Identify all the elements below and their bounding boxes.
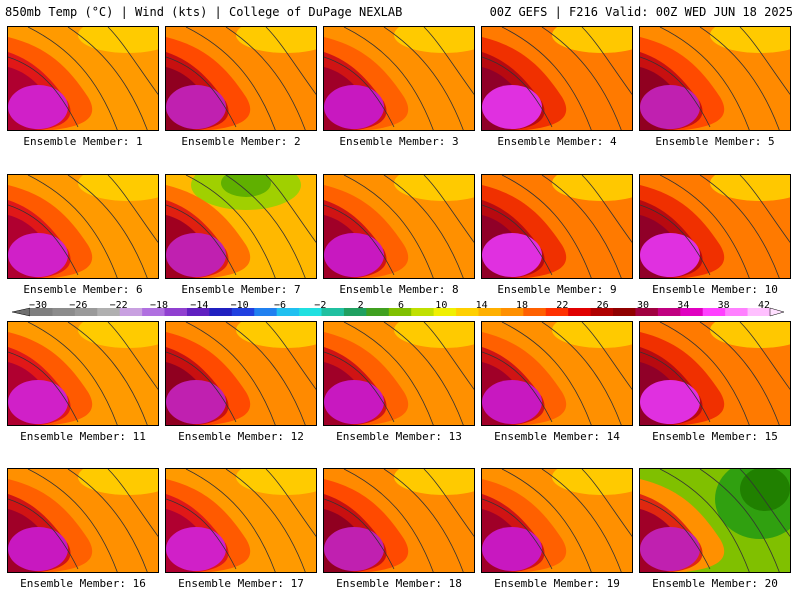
- ensemble-member-label: Ensemble Member: 3: [339, 135, 459, 148]
- ensemble-member-label: Ensemble Member: 11: [20, 430, 146, 443]
- ensemble-member-label: Ensemble Member: 15: [652, 430, 778, 443]
- colorbar-swatch: [680, 308, 704, 316]
- ensemble-member-map: [165, 468, 317, 573]
- colorbar-swatch: [433, 308, 457, 316]
- colorbar-swatch: [231, 308, 255, 316]
- ensemble-member-map: [639, 26, 791, 131]
- colorbar-tick: 18: [515, 300, 529, 311]
- ensemble-member-map: [639, 321, 791, 426]
- colorbar-tick: 30: [636, 300, 650, 311]
- colorbar-swatch: [321, 308, 345, 316]
- ensemble-member-map: [639, 468, 791, 573]
- colorbar-swatch: [747, 308, 771, 316]
- colorbar-swatch: [299, 308, 323, 316]
- colorbar-swatch: [142, 308, 166, 316]
- ensemble-member-label: Ensemble Member: 9: [497, 283, 617, 296]
- temperature-colorbar: [11, 307, 785, 317]
- ensemble-member-map: [7, 174, 159, 279]
- ensemble-member-label: Ensemble Member: 18: [336, 577, 462, 590]
- colorbar-swatch: [388, 308, 412, 316]
- colorbar-swatch: [30, 308, 53, 316]
- ensemble-member-map: [481, 174, 633, 279]
- colorbar-tick: −30: [28, 300, 48, 311]
- colorbar-swatch: [590, 308, 614, 316]
- colorbar-swatch: [568, 308, 592, 316]
- colorbar-swatch: [254, 308, 278, 316]
- colorbar-swatch: [456, 308, 479, 316]
- colorbar-tick: −22: [109, 300, 128, 311]
- ensemble-member-label: Ensemble Member: 4: [497, 135, 617, 148]
- colorbar-tick: −2: [314, 300, 327, 311]
- ensemble-member-label: Ensemble Member: 19: [494, 577, 620, 590]
- colorbar-tick: 2: [357, 300, 364, 311]
- colorbar-tick: −14: [190, 300, 209, 311]
- colorbar-tick: −10: [230, 300, 249, 311]
- colorbar-tick: 10: [435, 300, 448, 311]
- colorbar-tick: 38: [717, 300, 730, 311]
- colorbar-tick: 34: [677, 300, 690, 311]
- colorbar-tick: −26: [69, 300, 88, 311]
- colorbar-swatch: [702, 308, 726, 316]
- ensemble-member-label: Ensemble Member: 10: [652, 283, 778, 296]
- ensemble-member-label: Ensemble Member: 14: [494, 430, 620, 443]
- ensemble-member-map: [323, 26, 475, 131]
- colorbar-swatch: [523, 308, 547, 316]
- colorbar-swatch: [725, 308, 749, 316]
- colorbar-max-arrow: [769, 307, 785, 317]
- colorbar-tick: 42: [757, 300, 771, 311]
- ensemble-member-map: [639, 174, 791, 279]
- colorbar-swatch: [186, 308, 210, 316]
- ensemble-member-map: [165, 26, 317, 131]
- ensemble-member-label: Ensemble Member: 1: [23, 135, 143, 148]
- colorbar-min-arrow: [11, 307, 31, 317]
- colorbar-tick: 22: [556, 300, 569, 311]
- ensemble-member-label: Ensemble Member: 7: [181, 283, 301, 296]
- colorbar-swatch: [276, 308, 300, 316]
- ensemble-member-map: [165, 321, 317, 426]
- model-run-info: 00Z GEFS | F216 Valid: 00Z WED JUN 18 20…: [489, 5, 793, 19]
- colorbar-swatch: [613, 308, 636, 316]
- ensemble-member-label: Ensemble Member: 16: [20, 577, 146, 590]
- ensemble-member-map: [323, 321, 475, 426]
- colorbar-swatch: [52, 308, 76, 316]
- colorbar-swatch: [411, 308, 435, 316]
- colorbar-swatch: [164, 308, 188, 316]
- colorbar-tick: 6: [397, 300, 405, 311]
- ensemble-member-map: [481, 321, 633, 426]
- ensemble-member-label: Ensemble Member: 13: [336, 430, 462, 443]
- ensemble-member-map: [481, 26, 633, 131]
- colorbar-swatch: [500, 308, 524, 316]
- ensemble-member-label: Ensemble Member: 17: [178, 577, 304, 590]
- colorbar-swatch: [478, 308, 502, 316]
- colorbar-swatch: [545, 308, 569, 316]
- colorbar-swatch: [97, 308, 121, 316]
- ensemble-member-label: Ensemble Member: 8: [339, 283, 459, 296]
- colorbar-tick: 14: [475, 300, 488, 311]
- ensemble-member-label: Ensemble Member: 5: [655, 135, 775, 148]
- ensemble-member-label: Ensemble Member: 20: [652, 577, 778, 590]
- colorbar-tick: −18: [149, 300, 169, 311]
- colorbar-tick: −6: [273, 300, 287, 311]
- colorbar-swatch: [635, 308, 659, 316]
- ensemble-member-map: [7, 468, 159, 573]
- ensemble-member-map: [7, 26, 159, 131]
- ensemble-member-map: [7, 321, 159, 426]
- colorbar-swatch: [209, 308, 233, 316]
- ensemble-member-map: [323, 174, 475, 279]
- colorbar-swatch: [119, 308, 143, 316]
- ensemble-member-map: [165, 174, 317, 279]
- ensemble-member-label: Ensemble Member: 12: [178, 430, 304, 443]
- ensemble-member-map: [481, 468, 633, 573]
- colorbar-tick: 26: [596, 300, 609, 311]
- colorbar-swatch: [657, 308, 681, 316]
- ensemble-member-label: Ensemble Member: 6: [23, 283, 143, 296]
- ensemble-member-label: Ensemble Member: 2: [181, 135, 301, 148]
- ensemble-member-map: [323, 468, 475, 573]
- colorbar-swatch: [343, 308, 367, 316]
- colorbar-swatch: [74, 308, 98, 316]
- map-title: 850mb Temp (°C) | Wind (kts) | College o…: [5, 5, 403, 19]
- colorbar-swatch: [366, 308, 390, 316]
